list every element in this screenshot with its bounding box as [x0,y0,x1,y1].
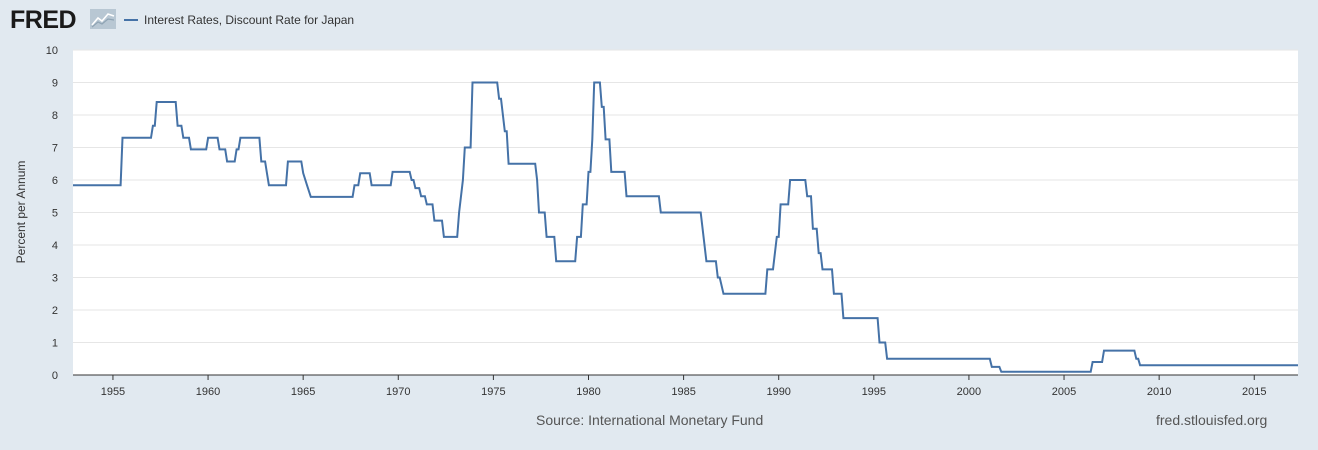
y-tick-label: 5 [52,208,58,220]
y-axis-ticks: 0 1 2 3 4 5 6 7 8 9 10 [46,45,58,382]
fred-logo[interactable]: FRED [10,6,77,34]
legend-line-swatch [124,18,138,21]
legend-label: Interest Rates, Discount Rate for Japan [144,13,355,27]
series-line-japan-discount-rate[interactable] [73,81,1298,373]
x-tick-label: 2000 [957,386,981,398]
x-tick-label: 2005 [1052,386,1076,398]
x-tick-label: 1985 [671,386,695,398]
y-tick-label: 6 [52,175,58,187]
y-tick-label: 0 [52,370,58,382]
y-tick-label: 7 [52,143,58,155]
x-tick-label: 1995 [862,386,886,398]
x-tick-label: 1990 [766,386,790,398]
gridlines [73,49,1298,343]
x-tick-label: 1970 [386,386,410,398]
y-tick-label: 9 [52,78,58,90]
x-tick-label: 2010 [1147,386,1171,398]
y-tick-label: 4 [52,240,58,252]
x-tick-label: 1975 [481,386,505,398]
x-tick-label: 1980 [576,386,600,398]
y-axis-label: Percent per Annum [14,161,28,264]
site-link[interactable]: fred.stlouisfed.org [1156,412,1268,428]
y-tick-label: 10 [46,45,58,57]
y-tick-label: 3 [52,273,58,285]
x-axis-ticks: 1955 1960 1965 1970 1975 1980 1985 1990 1995 2000… [101,375,1266,398]
x-tick-label: 2015 [1242,386,1266,398]
y-tick-label: 2 [52,305,58,317]
chart-header: FRED Interest Rates, Discount Rate for J… [0,0,1318,40]
source-note: Source: International Monetary Fund [536,412,764,428]
y-tick-label: 1 [52,338,58,350]
x-tick-label: 1955 [101,386,125,398]
x-tick-label: 1960 [196,386,220,398]
x-tick-label: 1965 [291,386,315,398]
chart-legend[interactable]: Interest Rates, Discount Rate for Japan [124,12,354,28]
y-tick-label: 8 [52,110,58,122]
fred-graph-icon [90,9,116,29]
